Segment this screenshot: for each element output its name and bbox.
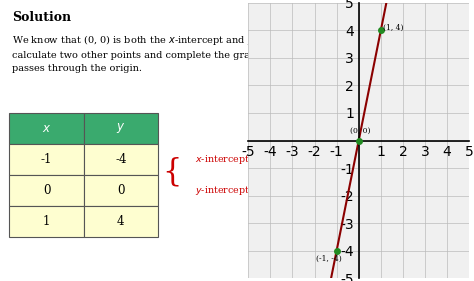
Bar <box>84 175 158 206</box>
Text: Solution: Solution <box>12 11 71 24</box>
Bar <box>84 144 158 175</box>
Bar <box>9 144 84 175</box>
Text: {: { <box>163 157 182 188</box>
Text: $x$: $x$ <box>42 122 51 135</box>
Text: $y$-intercept: $y$-intercept <box>195 183 250 197</box>
Text: -1: -1 <box>41 153 52 166</box>
Text: $x$-intercept: $x$-intercept <box>195 153 250 166</box>
Text: 1: 1 <box>43 215 50 228</box>
Bar <box>84 206 158 237</box>
Bar <box>9 175 84 206</box>
Text: (0, 0): (0, 0) <box>350 127 371 135</box>
Text: 4: 4 <box>117 215 125 228</box>
Bar <box>9 113 84 144</box>
Text: 0: 0 <box>117 184 125 197</box>
Text: $y$: $y$ <box>116 121 126 135</box>
Bar <box>84 113 158 144</box>
Text: (1, 4): (1, 4) <box>383 24 404 31</box>
Text: 0: 0 <box>43 184 50 197</box>
Text: (-1, -4): (-1, -4) <box>316 254 341 262</box>
Bar <box>9 206 84 237</box>
Text: -4: -4 <box>115 153 127 166</box>
Text: We know that (0, 0) is both the $x$-intercept and $y$-intercept. We
calculate tw: We know that (0, 0) is both the $x$-inte… <box>12 33 325 73</box>
